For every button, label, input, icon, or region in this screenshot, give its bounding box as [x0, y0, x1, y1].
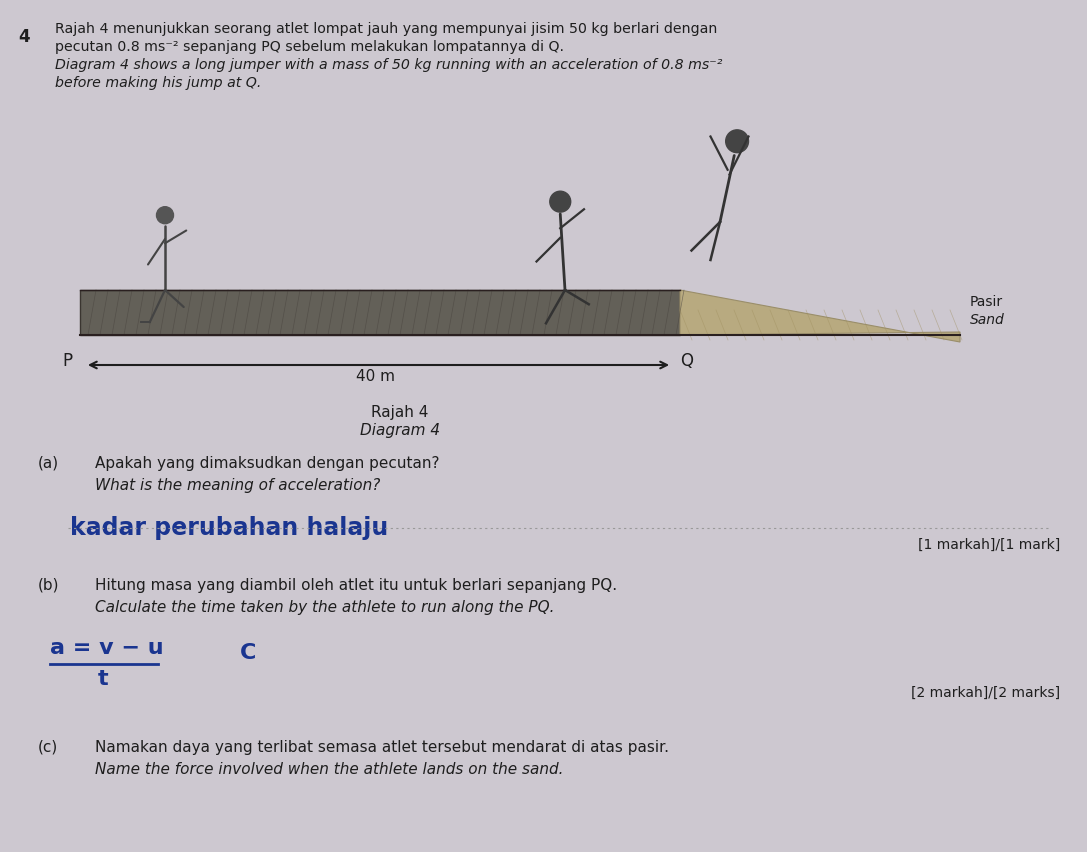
- Circle shape: [157, 207, 174, 224]
- Text: [2 markah]/[2 marks]: [2 markah]/[2 marks]: [911, 686, 1060, 700]
- Circle shape: [726, 130, 749, 153]
- Text: Hitung masa yang diambil oleh atlet itu untuk berlari sepanjang PQ.: Hitung masa yang diambil oleh atlet itu …: [95, 578, 617, 593]
- Text: pecutan 0.8 ms⁻² sepanjang PQ sebelum melakukan lompatannya di Q.: pecutan 0.8 ms⁻² sepanjang PQ sebelum me…: [55, 40, 564, 54]
- Text: kadar perubahan halaju: kadar perubahan halaju: [70, 516, 388, 540]
- Text: Q: Q: [680, 352, 694, 370]
- Text: t: t: [98, 669, 109, 689]
- Text: Apakah yang dimaksudkan dengan pecutan?: Apakah yang dimaksudkan dengan pecutan?: [95, 456, 439, 471]
- Text: Diagram 4: Diagram 4: [360, 423, 440, 438]
- Text: Namakan daya yang terlibat semasa atlet tersebut mendarat di atas pasir.: Namakan daya yang terlibat semasa atlet …: [95, 740, 669, 755]
- Text: What is the meaning of acceleration?: What is the meaning of acceleration?: [95, 478, 380, 493]
- Text: 4: 4: [18, 28, 29, 46]
- Text: 40 m: 40 m: [355, 369, 395, 384]
- Polygon shape: [680, 290, 960, 342]
- Text: [1 markah]/[1 mark]: [1 markah]/[1 mark]: [917, 538, 1060, 552]
- Text: Name the force involved when the athlete lands on the sand.: Name the force involved when the athlete…: [95, 762, 563, 777]
- Text: Sand: Sand: [970, 313, 1004, 327]
- Circle shape: [550, 191, 571, 212]
- Text: Rajah 4: Rajah 4: [372, 405, 428, 420]
- Text: P: P: [62, 352, 72, 370]
- Text: (b): (b): [38, 578, 60, 593]
- Text: a = v − u: a = v − u: [50, 638, 164, 658]
- Text: (a): (a): [38, 456, 59, 471]
- Text: Calculate the time taken by the athlete to run along the PQ.: Calculate the time taken by the athlete …: [95, 600, 554, 615]
- Text: C: C: [240, 643, 257, 663]
- Text: before making his jump at Q.: before making his jump at Q.: [55, 76, 261, 90]
- Text: Rajah 4 menunjukkan seorang atlet lompat jauh yang mempunyai jisim 50 kg berlari: Rajah 4 menunjukkan seorang atlet lompat…: [55, 22, 717, 36]
- Text: (c): (c): [38, 740, 59, 755]
- Text: Pasir: Pasir: [970, 295, 1003, 309]
- Text: Diagram 4 shows a long jumper with a mass of 50 kg running with an acceleration : Diagram 4 shows a long jumper with a mas…: [55, 58, 723, 72]
- Bar: [80, 290, 680, 335]
